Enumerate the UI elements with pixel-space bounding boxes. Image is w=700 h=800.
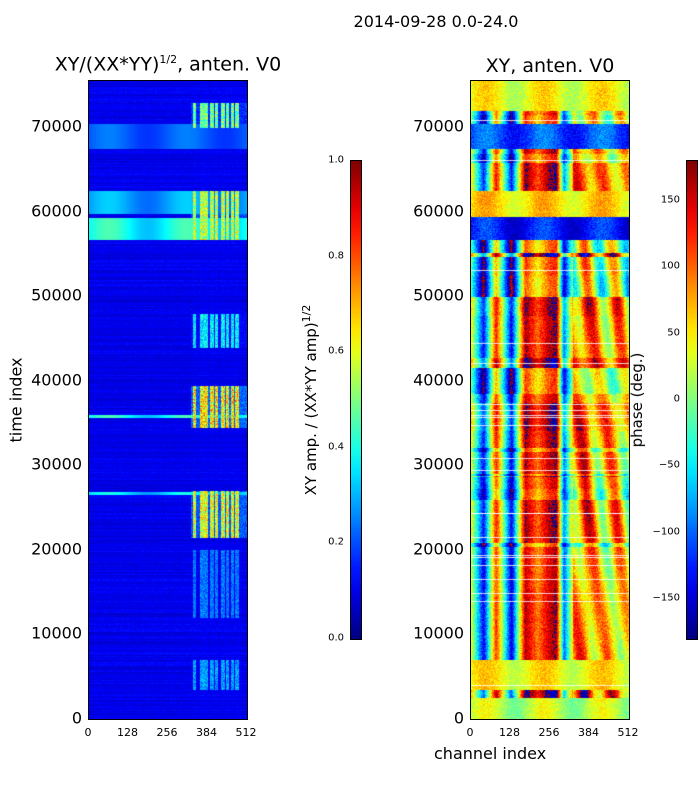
left-colorbar-tick-label: 0.0 [328,632,344,644]
left-colorbar-tick-label: 1.0 [328,154,344,166]
right-x-tick-label: 384 [578,726,599,739]
left-x-tick-label: 0 [84,726,92,739]
left-y-tick-label: 10000 [31,623,82,643]
left-y-axis-label: time index [6,357,26,443]
right-y-tick-label: 60000 [413,201,464,221]
right-phase-heatmap [470,80,630,720]
left-x-tick-label: 384 [196,726,217,739]
right-colorbar-tick-label: −50 [658,459,680,471]
left-colorbar [350,160,362,640]
right-colorbar-label: phase (deg.) [628,352,646,448]
left-y-tick-label: 0 [71,708,82,728]
left-y-tick-label: 70000 [31,116,82,136]
left-amplitude-heatmap [88,80,248,720]
left-title-suffix: , anten. V0 [177,53,282,76]
right-y-tick-label: 0 [453,708,464,728]
right-y-tick-label: 20000 [413,539,464,559]
figure-title: 2014-09-28 0.0-24.0 [353,12,519,31]
left-y-tick-label: 50000 [31,285,82,305]
left-x-tick-label: 512 [235,726,257,739]
right-y-tick-label: 70000 [413,116,464,136]
right-plot-title: XY, anten. V0 [485,55,615,77]
left-y-tick-label: 40000 [31,370,82,390]
right-colorbar-tick-label: 50 [667,327,680,339]
right-heatmap-canvas [471,81,629,719]
right-y-tick-label: 30000 [413,454,464,474]
left-y-tick-label: 30000 [31,454,82,474]
left-title-exponent: 1/2 [159,53,178,66]
right-x-tick-label: 128 [499,726,520,739]
left-x-tick-label: 256 [156,726,178,739]
left-colorbar-label-exponent: 1/2 [300,304,313,323]
right-colorbar-tick-label: −100 [652,526,680,538]
right-x-axis-label: channel index [434,744,547,763]
left-heatmap-canvas [89,81,247,719]
left-y-tick-label: 60000 [31,201,82,221]
right-y-tick-label: 40000 [413,370,464,390]
left-x-tick-label: 128 [117,726,138,739]
left-colorbar-label: XY amp. / (XX*YY amp)1/2 [300,305,320,496]
left-colorbar-tick-label: 0.8 [328,250,344,262]
right-colorbar [686,160,698,640]
left-colorbar-tick-label: 0.4 [328,441,344,453]
left-colorbar-tick-label: 0.2 [328,536,344,548]
right-y-tick-label: 10000 [413,623,464,643]
right-x-tick-label: 256 [538,726,560,739]
left-title-main: XY/(XX*YY) [54,53,160,76]
right-x-tick-label: 0 [466,726,474,739]
left-y-tick-label: 20000 [31,539,82,559]
left-plot-title: XY/(XX*YY)1/2, anten. V0 [46,53,290,75]
left-colorbar-tick-label: 0.6 [328,345,344,357]
left-colorbar-label-main: XY amp. / (XX*YY amp) [302,322,320,496]
right-colorbar-tick-label: 0 [673,393,680,405]
right-colorbar-tick-label: −150 [652,592,680,604]
right-colorbar-tick-label: 100 [660,260,680,272]
right-colorbar-tick-label: 150 [660,194,680,206]
right-x-tick-label: 512 [617,726,639,739]
right-y-tick-label: 50000 [413,285,464,305]
